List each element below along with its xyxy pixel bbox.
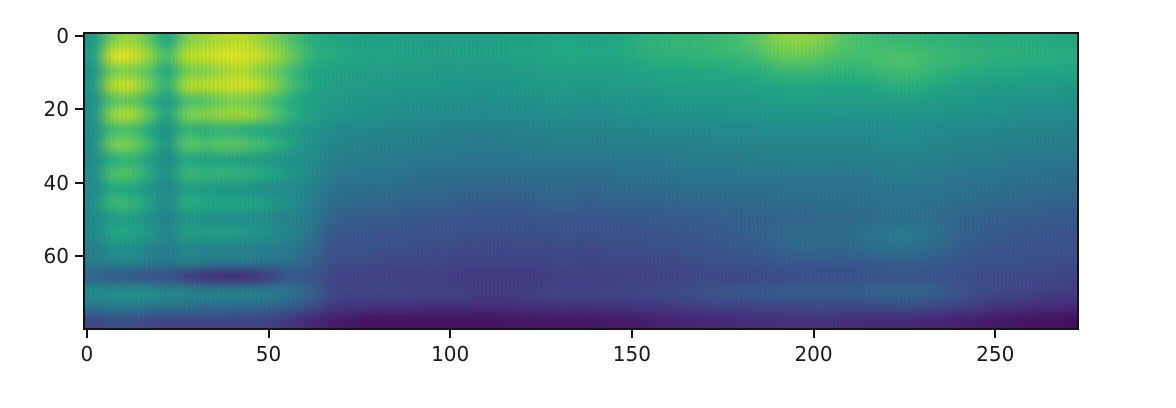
x-tick-label: 100	[431, 342, 470, 366]
y-tick-mark	[75, 181, 83, 184]
x-tick-mark	[449, 330, 452, 338]
plot-area	[83, 32, 1079, 330]
y-tick-label: 0	[56, 23, 69, 48]
x-tick-mark	[994, 330, 997, 338]
x-tick-label: 0	[80, 342, 94, 366]
y-tick-label: 20	[43, 97, 69, 122]
y-tick-mark	[75, 255, 83, 258]
x-tick-mark	[85, 330, 88, 338]
x-tick-label: 200	[794, 342, 833, 366]
x-tick-mark	[812, 330, 815, 338]
x-tick-label: 50	[255, 342, 282, 366]
x-tick-label: 250	[976, 342, 1015, 366]
y-tick-label: 40	[43, 170, 69, 195]
heatmap-canvas	[85, 34, 1077, 328]
x-tick-mark	[630, 330, 633, 338]
x-tick-mark	[267, 330, 270, 338]
y-tick-mark	[75, 108, 83, 111]
y-tick-mark	[75, 34, 83, 37]
y-tick-label: 60	[43, 244, 69, 269]
x-tick-label: 150	[612, 342, 651, 366]
